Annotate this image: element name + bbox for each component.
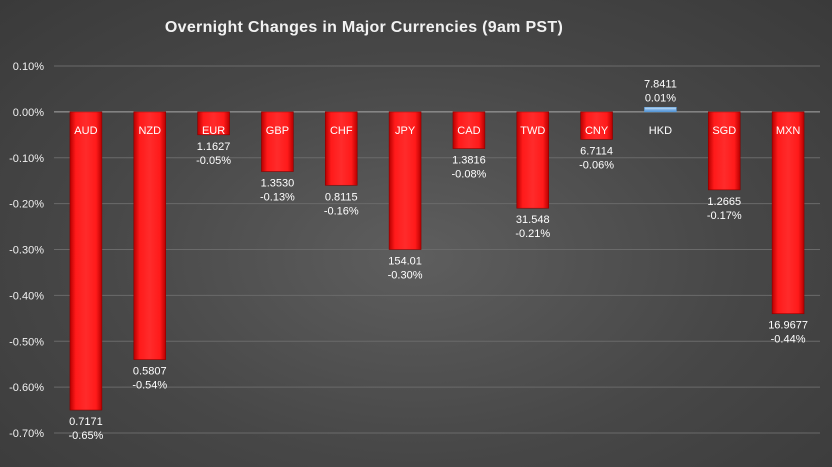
rate-label: 0.8115	[325, 191, 358, 203]
rate-label: 1.1627	[197, 141, 231, 153]
value-label: -0.54%	[132, 380, 167, 392]
rate-label: 154.01	[388, 256, 422, 268]
value-label: -0.30%	[388, 270, 423, 282]
rate-label: 1.3530	[261, 178, 295, 190]
value-label: 0.01%	[645, 92, 676, 104]
label-layer: AUD 0.7171 -0.65% NZD 0.5807 -0.54% EUR 1.1627 -…	[68, 78, 807, 442]
category-label: EUR	[202, 125, 225, 137]
y-tick-label: -0.50%	[9, 336, 44, 348]
chart-title: Overnight Changes in Major Currencies (9…	[165, 19, 563, 36]
bar-twd	[516, 111, 550, 209]
rate-label: 6.7114	[580, 145, 613, 157]
rate-label: 0.5807	[133, 366, 167, 378]
value-label: -0.17%	[707, 210, 742, 222]
value-label: -0.21%	[515, 228, 550, 240]
category-label: SGD	[712, 125, 736, 137]
category-label: TWD	[520, 125, 545, 137]
bar-mxn	[771, 111, 805, 315]
y-tick-label: -0.10%	[9, 153, 44, 165]
category-label: CHF	[330, 125, 353, 137]
bar-gbp	[261, 111, 294, 172]
bar-sgd	[707, 111, 741, 191]
bar-eur	[197, 111, 230, 136]
category-label: GBP	[266, 125, 289, 137]
bar-aud	[69, 111, 103, 411]
y-tick-label: -0.40%	[9, 290, 44, 302]
rate-label: 7.8411	[644, 78, 677, 90]
rate-label: 0.7171	[69, 416, 103, 428]
y-tick-label: 0.10%	[13, 61, 44, 73]
value-label: -0.16%	[324, 205, 359, 217]
bar-nzd	[133, 111, 167, 360]
y-axis-ticks: 0.10% 0.00% -0.10% -0.20% -0.30% -0.40% -0.50%…	[9, 61, 44, 440]
rate-label: 1.2665	[707, 196, 741, 208]
y-tick-label: -0.60%	[9, 382, 44, 394]
value-label: -0.44%	[771, 334, 806, 346]
value-label: -0.05%	[196, 155, 231, 167]
category-label: AUD	[74, 125, 97, 137]
category-label: NZD	[138, 125, 161, 137]
rate-label: 16.9677	[768, 320, 808, 332]
bar-chf	[324, 111, 358, 186]
category-label: MXN	[776, 125, 801, 137]
y-tick-label: 0.00%	[13, 107, 44, 119]
rate-label: 1.3816	[452, 155, 486, 167]
category-label: CNY	[585, 125, 609, 137]
category-label: CAD	[457, 125, 480, 137]
bar-cad	[452, 111, 486, 149]
category-label: JPY	[395, 125, 416, 137]
category-label: HKD	[649, 125, 672, 137]
y-tick-label: -0.20%	[9, 199, 44, 211]
bar-cny	[580, 111, 613, 140]
value-label: -0.06%	[579, 159, 614, 171]
y-tick-label: -0.70%	[9, 428, 44, 440]
value-label: -0.65%	[68, 430, 103, 442]
y-tick-label: -0.30%	[9, 245, 44, 257]
bar-hkd	[644, 106, 677, 113]
value-label: -0.08%	[451, 169, 486, 181]
grid-layer	[54, 65, 820, 434]
value-label: -0.13%	[260, 192, 295, 204]
rate-label: 31.548	[516, 214, 550, 226]
bar-layer	[69, 106, 805, 411]
bar-jpy	[388, 111, 422, 250]
